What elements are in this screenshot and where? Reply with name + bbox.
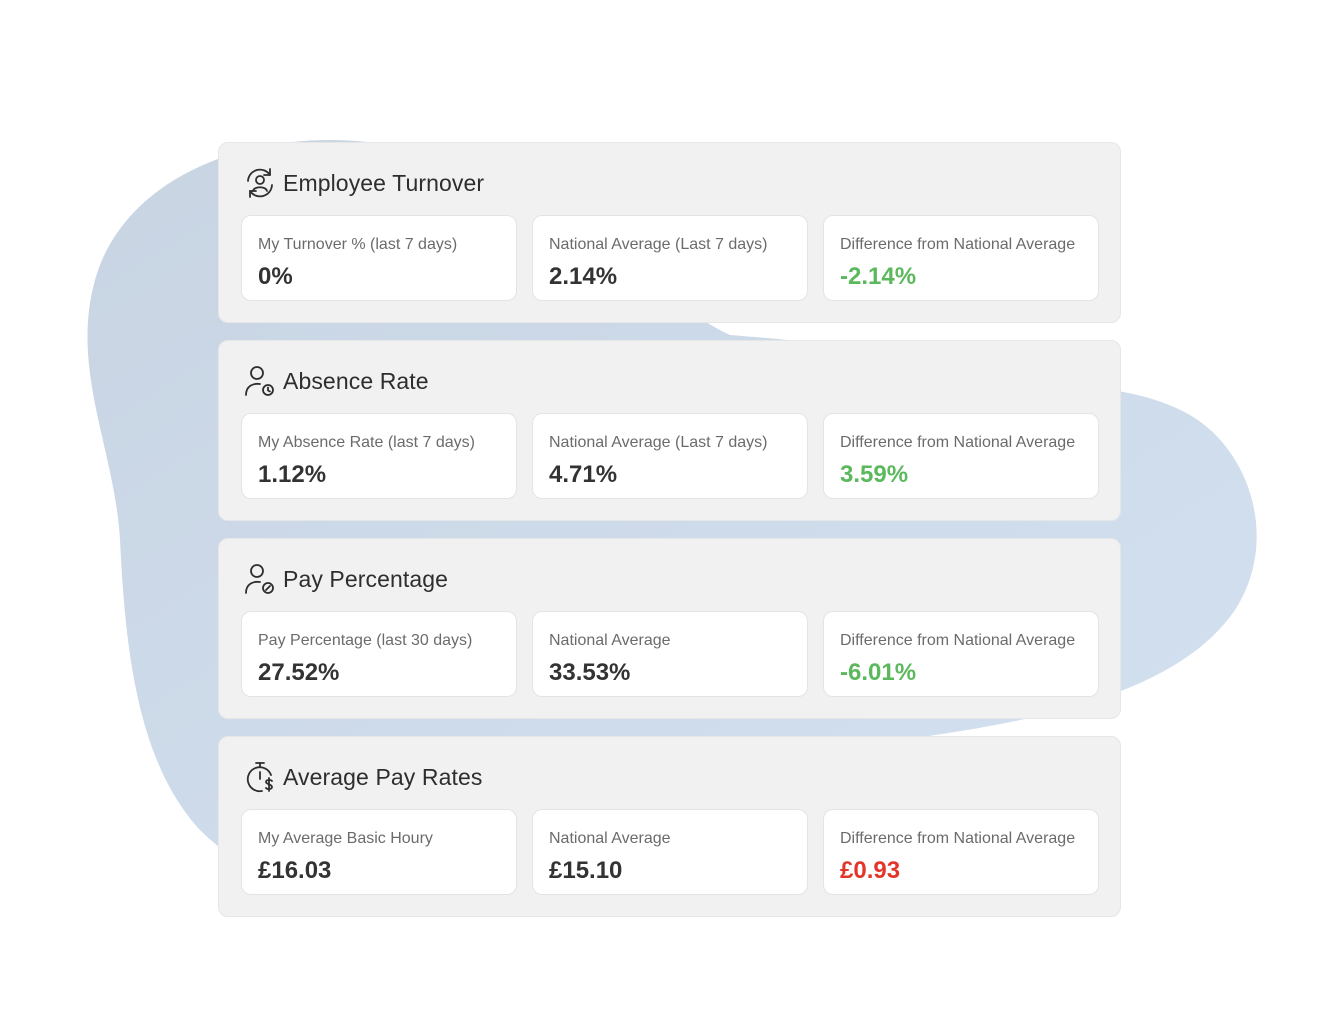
metric-value-difference: -6.01% bbox=[840, 659, 917, 686]
employee-turnover-icon bbox=[243, 166, 277, 200]
section-title: Pay Percentage bbox=[283, 565, 449, 592]
metric-card-difference: Difference from National Average -2.14% bbox=[823, 215, 1099, 301]
metric-value: 4.71% bbox=[549, 461, 618, 488]
metric-card-difference: Difference from National Average £0.93 bbox=[823, 809, 1099, 895]
metric-card-national-average: National Average 33.53% bbox=[532, 611, 808, 697]
metric-value: £15.10 bbox=[549, 857, 623, 884]
metric-label: National Average bbox=[549, 632, 671, 649]
metric-label: My Average Basic Houry bbox=[258, 830, 433, 847]
metric-card-national-average: National Average (Last 7 days) 2.14% bbox=[532, 215, 808, 301]
section-header: Pay Percentage bbox=[243, 561, 448, 597]
metric-label: Difference from National Average bbox=[840, 632, 1076, 649]
metric-label: National Average (Last 7 days) bbox=[549, 434, 768, 451]
section-title: Employee Turnover bbox=[283, 169, 485, 196]
metric-value-difference: 3.59% bbox=[840, 461, 909, 488]
section-header: Employee Turnover bbox=[243, 165, 484, 201]
metric-label: National Average (Last 7 days) bbox=[549, 236, 768, 253]
metric-value: 27.52% bbox=[258, 659, 340, 686]
metric-label: Difference from National Average bbox=[840, 830, 1076, 847]
metric-label: My Absence Rate (last 7 days) bbox=[258, 434, 475, 451]
stopwatch-dollar-icon bbox=[243, 760, 277, 794]
metric-card-national-average: National Average (Last 7 days) 4.71% bbox=[532, 413, 808, 499]
metric-value-difference: -2.14% bbox=[840, 263, 917, 290]
section-pay-percentage: Pay Percentage Pay Percentage (last 30 d… bbox=[218, 538, 1121, 719]
metric-value: £16.03 bbox=[258, 857, 332, 884]
metric-card-difference: Difference from National Average -6.01% bbox=[823, 611, 1099, 697]
section-absence-rate: Absence Rate My Absence Rate (last 7 day… bbox=[218, 340, 1121, 521]
metric-card-difference: Difference from National Average 3.59% bbox=[823, 413, 1099, 499]
pay-user-icon bbox=[243, 562, 277, 596]
metric-label: Pay Percentage (last 30 days) bbox=[258, 632, 473, 649]
section-average-pay-rates: Average Pay Rates My Average Basic Houry… bbox=[218, 736, 1121, 917]
metric-label: Difference from National Average bbox=[840, 236, 1076, 253]
absence-user-icon bbox=[243, 364, 277, 398]
metric-value: 1.12% bbox=[258, 461, 327, 488]
metric-value: 0% bbox=[258, 263, 293, 290]
metric-value-difference: £0.93 bbox=[840, 857, 901, 884]
metric-card-national-average: National Average £15.10 bbox=[532, 809, 808, 895]
metric-card-my-value: My Turnover % (last 7 days) 0% bbox=[241, 215, 517, 301]
metric-card-my-value: Pay Percentage (last 30 days) 27.52% bbox=[241, 611, 517, 697]
metric-value: 33.53% bbox=[549, 659, 631, 686]
metric-card-my-value: My Absence Rate (last 7 days) 1.12% bbox=[241, 413, 517, 499]
section-title: Absence Rate bbox=[283, 367, 429, 394]
section-header: Absence Rate bbox=[243, 363, 429, 399]
metric-label: Difference from National Average bbox=[840, 434, 1076, 451]
section-employee-turnover: Employee Turnover My Turnover % (last 7 … bbox=[218, 142, 1121, 323]
metric-card-my-value: My Average Basic Houry £16.03 bbox=[241, 809, 517, 895]
metric-value: 2.14% bbox=[549, 263, 618, 290]
section-title: Average Pay Rates bbox=[283, 763, 483, 790]
section-header: Average Pay Rates bbox=[243, 759, 482, 795]
metric-label: My Turnover % (last 7 days) bbox=[258, 236, 458, 253]
metric-label: National Average bbox=[549, 830, 671, 847]
